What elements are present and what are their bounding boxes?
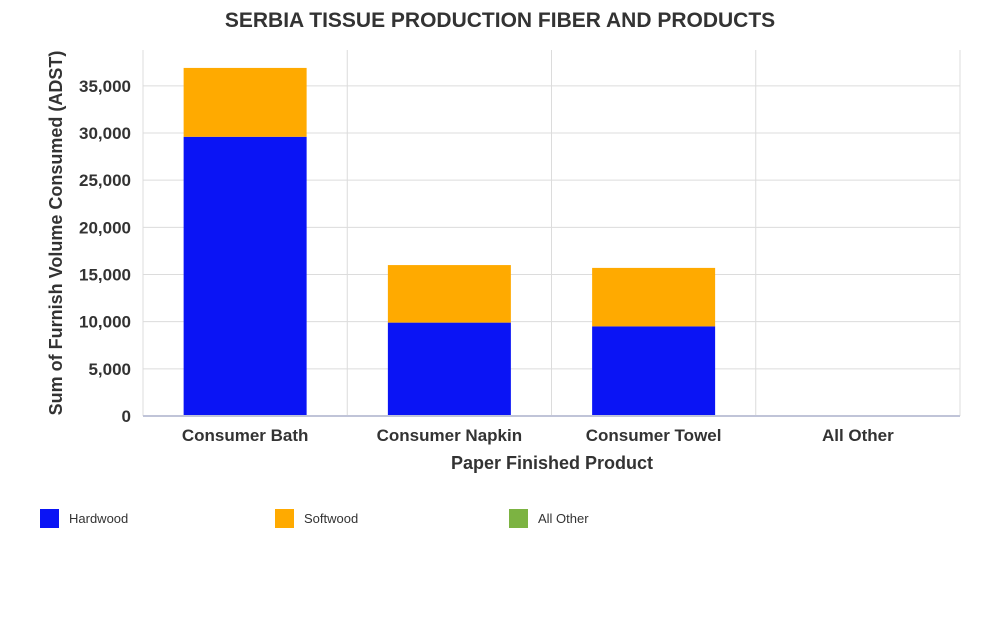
y-tick-label: 15,000 xyxy=(79,266,131,285)
x-axis-title: Paper Finished Product xyxy=(451,453,653,473)
y-tick-label: 5,000 xyxy=(88,360,131,379)
chart-title: SERBIA TISSUE PRODUCTION FIBER AND PRODU… xyxy=(225,9,775,32)
legend-label-all-other: All Other xyxy=(538,510,589,526)
legend-item-softwood[interactable]: Softwood xyxy=(275,508,358,528)
y-axis-title: Sum of Furnish Volume Consumed (ADST) xyxy=(46,51,66,416)
x-tick-labels: Consumer Bath Consumer Napkin Consumer Tow… xyxy=(182,426,894,445)
legend-label-softwood: Softwood xyxy=(304,510,359,526)
bar-segment-softwood[interactable] xyxy=(592,267,716,327)
x-tick-label: Consumer Towel xyxy=(586,426,722,445)
legend-item-all-other[interactable]: All Other xyxy=(509,508,589,528)
legend-swatch-all-other xyxy=(509,508,528,528)
stacked-bar-chart: SERBIA TISSUE PRODUCTION FIBER AND PRODU… xyxy=(46,9,961,473)
bar-stacks xyxy=(183,67,716,416)
bar-segment-hardwood[interactable] xyxy=(387,322,511,416)
y-tick-label: 20,000 xyxy=(79,218,131,237)
bar-segment-hardwood[interactable] xyxy=(183,136,307,416)
x-tick-label: All Other xyxy=(822,426,894,445)
y-tick-label: 0 xyxy=(122,407,131,426)
y-tick-label: 10,000 xyxy=(79,313,131,332)
bar-segment-hardwood[interactable] xyxy=(592,326,716,416)
legend-swatch-hardwood xyxy=(40,508,59,528)
bar-segment-softwood[interactable] xyxy=(387,265,511,323)
legend-label-hardwood: Hardwood xyxy=(69,510,129,526)
y-tick-labels: 0 5,000 10,000 15,000 20,000 25,000 30,000 35,0… xyxy=(79,77,131,426)
y-tick-label: 25,000 xyxy=(79,171,131,190)
x-tick-label: Consumer Napkin xyxy=(377,426,522,445)
y-tick-label: 35,000 xyxy=(79,77,131,96)
chart-legend: Hardwood Softwood All Other xyxy=(40,508,940,532)
x-tick-label: Consumer Bath xyxy=(182,426,309,445)
legend-item-hardwood[interactable]: Hardwood xyxy=(40,508,128,528)
bar-segment-softwood[interactable] xyxy=(183,67,307,137)
legend-swatch-softwood xyxy=(275,508,294,528)
y-tick-label: 30,000 xyxy=(79,124,131,143)
